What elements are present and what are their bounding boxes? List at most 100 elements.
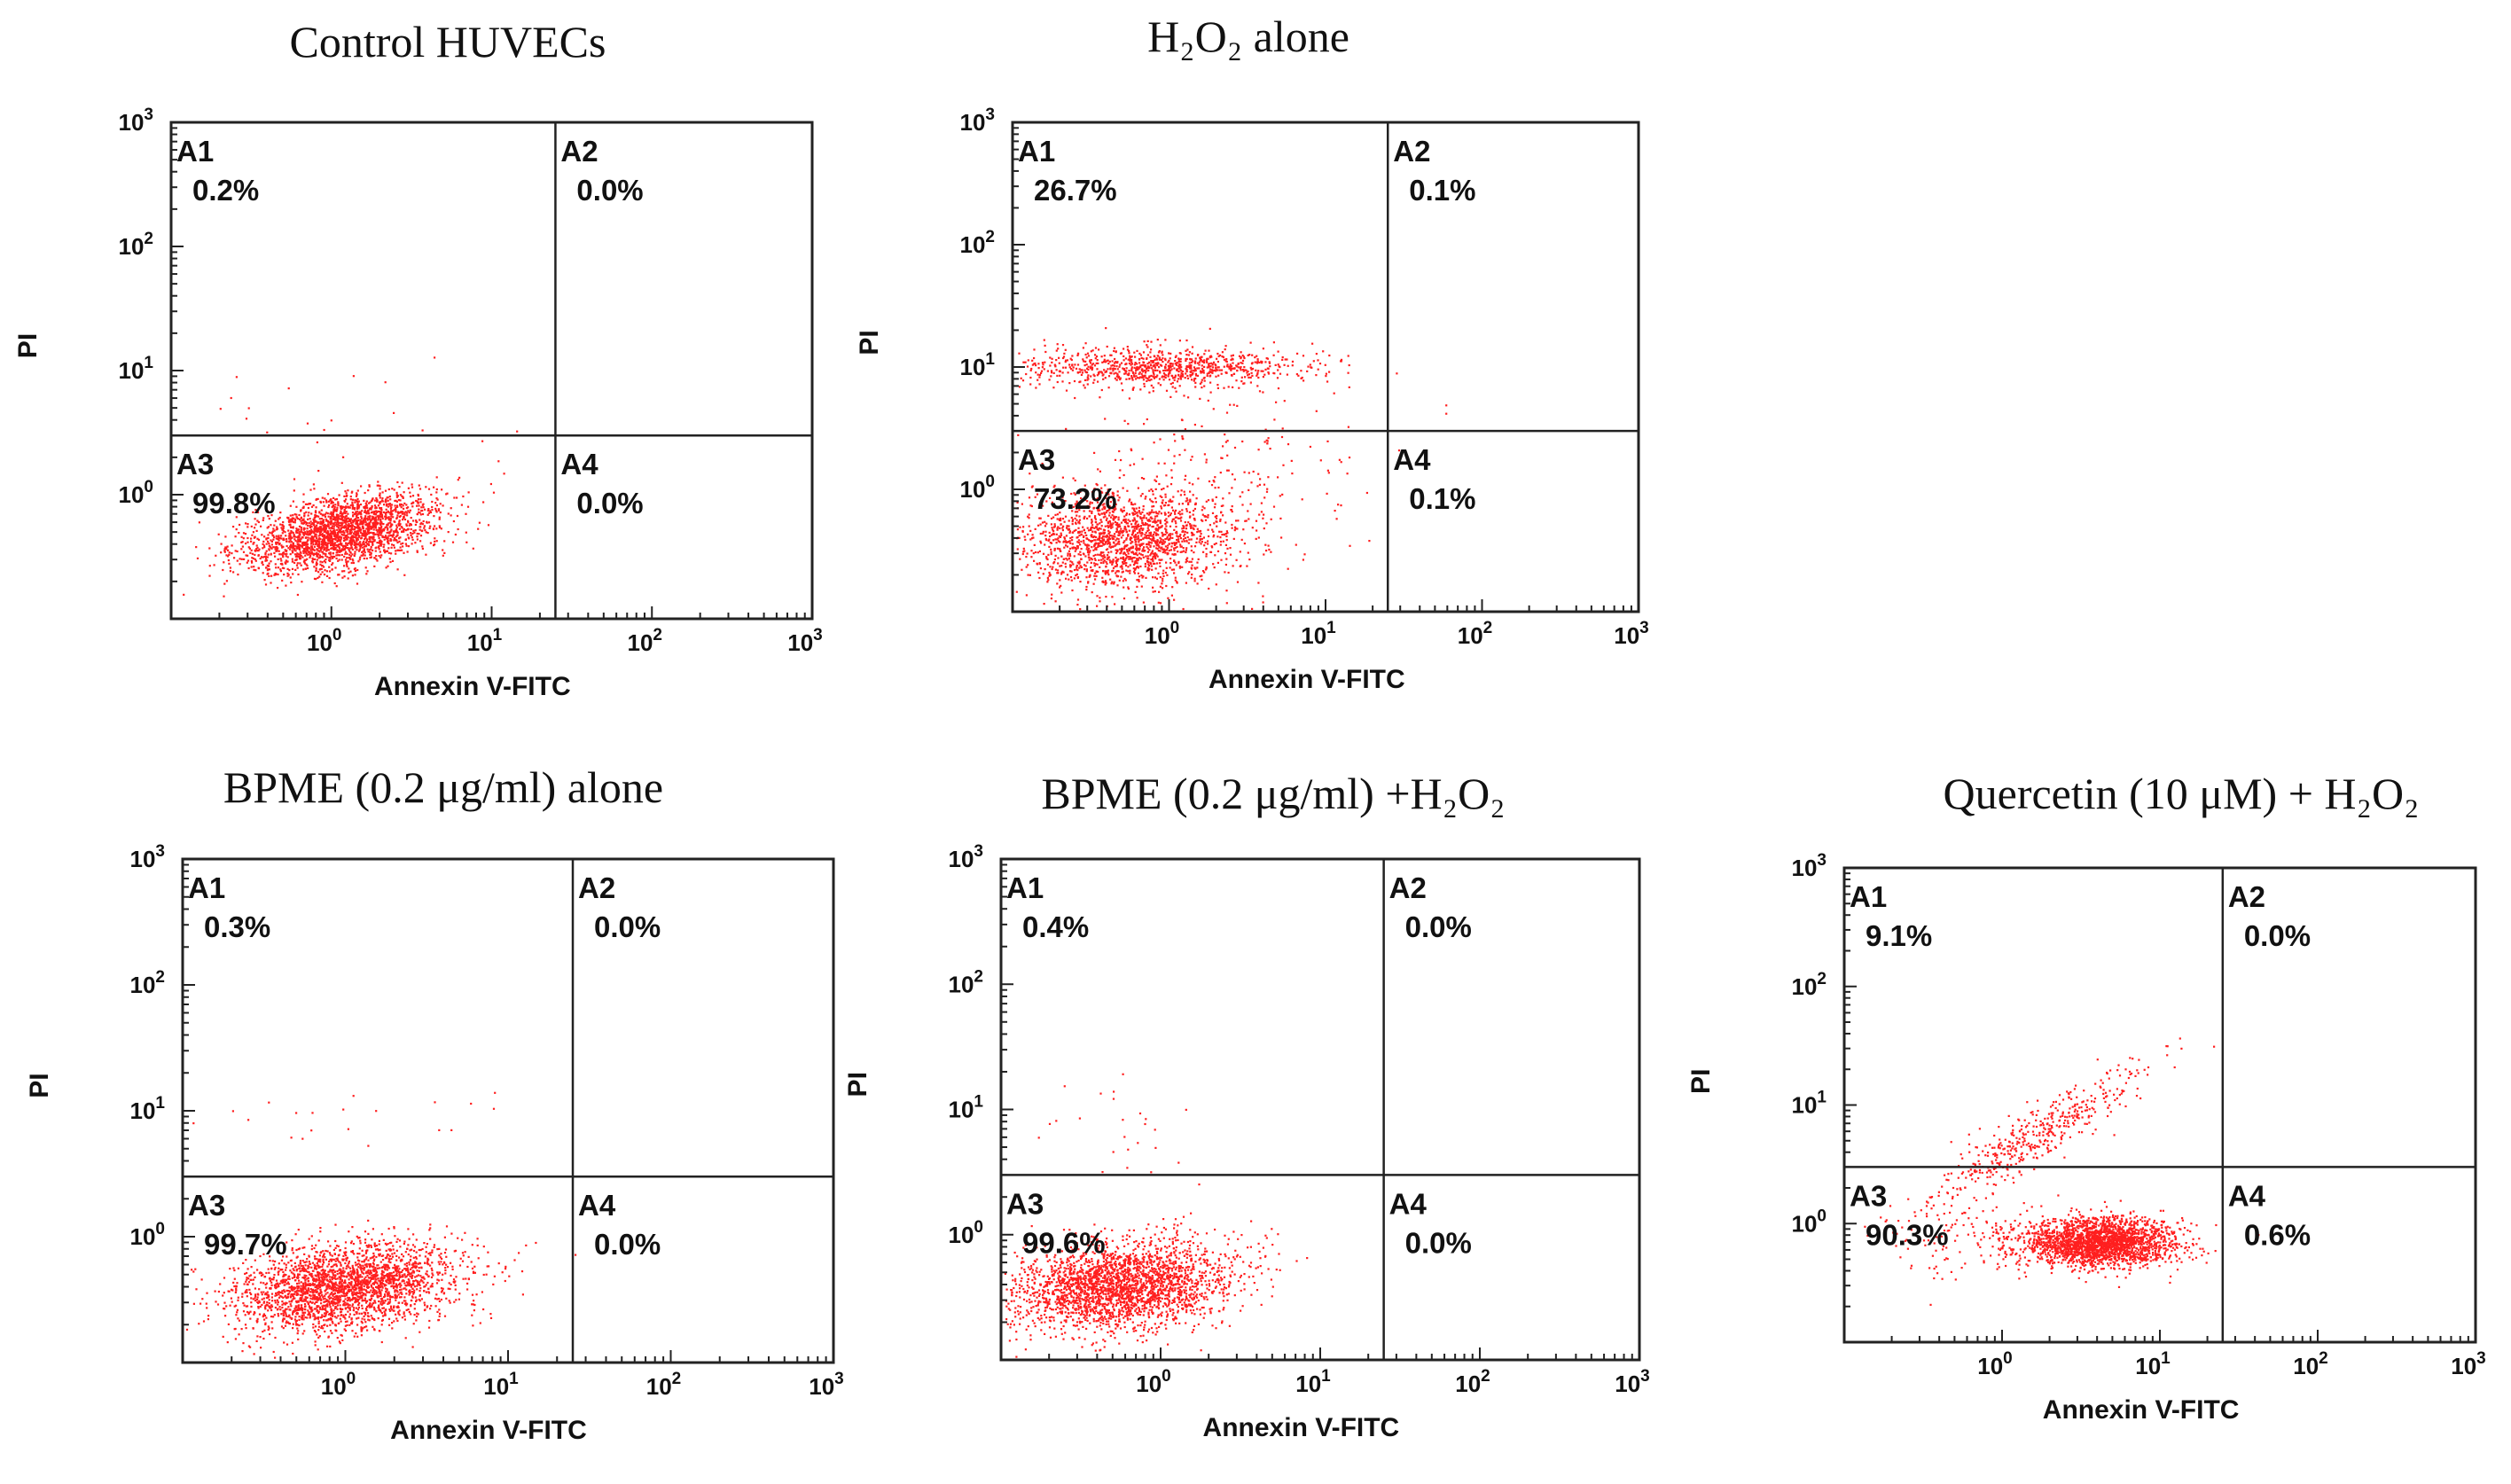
- event-dot: [1060, 572, 1063, 574]
- event-dot: [364, 523, 367, 526]
- event-dot: [267, 526, 270, 528]
- event-dot: [1227, 386, 1230, 388]
- event-dot: [1132, 552, 1136, 556]
- event-dot: [355, 495, 358, 497]
- event-dot: [1169, 558, 1172, 560]
- event-dot: [1152, 535, 1154, 538]
- event-dot: [1201, 519, 1204, 522]
- event-dot: [410, 496, 412, 498]
- event-dot: [1133, 529, 1136, 532]
- event-dot: [1107, 556, 1109, 558]
- event-dot: [368, 543, 371, 547]
- event-dot: [393, 539, 395, 542]
- event-dot: [356, 511, 359, 513]
- event-dot: [339, 551, 341, 553]
- event-dot: [1265, 550, 1268, 552]
- event-dot: [420, 521, 423, 524]
- event-dot: [1049, 566, 1052, 568]
- event-dot: [351, 528, 354, 531]
- event-dot: [1119, 548, 1122, 551]
- event-dot: [299, 551, 301, 553]
- event-dot: [1191, 379, 1193, 381]
- event-dot: [356, 492, 358, 495]
- event-dot: [368, 541, 371, 543]
- event-dot: [1242, 382, 1245, 385]
- event-dot: [1132, 567, 1135, 570]
- event-dot: [386, 511, 388, 514]
- event-dot: [1092, 554, 1095, 558]
- event-dot: [516, 430, 519, 433]
- event-dot: [327, 535, 330, 539]
- event-dot: [299, 544, 301, 547]
- event-dot: [303, 549, 306, 551]
- event-dot: [1150, 500, 1153, 503]
- event-dot: [343, 565, 346, 567]
- event-dot: [431, 509, 434, 512]
- event-dot: [255, 544, 258, 547]
- event-dot: [316, 548, 318, 551]
- event-dot: [1095, 535, 1098, 539]
- event-dot: [1256, 374, 1258, 377]
- event-dot: [1073, 492, 1076, 495]
- event-dot: [1097, 553, 1099, 556]
- event-dot: [279, 568, 282, 571]
- event-dot: [357, 550, 361, 552]
- event-dot: [1217, 374, 1220, 377]
- event-dot: [353, 535, 356, 538]
- event-dot: [1071, 369, 1074, 371]
- event-dot: [1146, 566, 1149, 569]
- event-dot: [374, 506, 377, 509]
- event-dot: [393, 536, 396, 540]
- event-dot: [1241, 362, 1244, 364]
- event-dot: [282, 545, 285, 548]
- event-dot: [267, 565, 270, 567]
- event-dot: [1146, 559, 1148, 562]
- event-dot: [1029, 473, 1031, 475]
- event-dot: [356, 513, 359, 516]
- event-dot: [345, 498, 348, 501]
- event-dot: [303, 558, 306, 561]
- event-dot: [1059, 535, 1062, 538]
- event-dot: [302, 505, 305, 508]
- event-dot: [1215, 364, 1217, 367]
- event-dot: [307, 534, 309, 536]
- event-dot: [1132, 463, 1136, 465]
- event-dot: [325, 570, 328, 573]
- event-dot: [1181, 371, 1185, 373]
- event-dot: [1178, 367, 1181, 370]
- event-dot: [394, 530, 396, 533]
- event-dot: [1093, 545, 1096, 548]
- event-dot: [1102, 506, 1105, 509]
- event-dot: [300, 516, 302, 519]
- event-dot: [1233, 367, 1236, 370]
- event-dot: [1061, 561, 1064, 564]
- event-dot: [365, 538, 369, 541]
- event-dot: [1201, 367, 1204, 370]
- event-dot: [339, 505, 342, 508]
- event-dot: [1105, 519, 1107, 521]
- event-dot: [350, 521, 353, 524]
- event-dot: [1236, 581, 1240, 583]
- event-dot: [1099, 513, 1101, 516]
- event-dot: [256, 519, 259, 522]
- event-dot: [1188, 560, 1191, 563]
- event-dot: [393, 520, 395, 523]
- event-dot: [1115, 523, 1117, 526]
- event-dot: [1045, 522, 1048, 525]
- event-dot: [1240, 538, 1243, 541]
- event-dot: [1115, 530, 1118, 534]
- event-dot: [1179, 543, 1182, 546]
- event-dot: [295, 553, 298, 557]
- event-dot: [1072, 563, 1075, 566]
- event-dot: [347, 547, 349, 550]
- event-dot: [1086, 546, 1089, 549]
- event-dot: [1042, 532, 1044, 535]
- event-dot: [1127, 358, 1130, 361]
- event-dot: [276, 526, 278, 528]
- event-dot: [332, 512, 335, 514]
- event-dot: [332, 523, 335, 526]
- event-dot: [1142, 508, 1145, 511]
- event-dot: [303, 541, 307, 543]
- event-dot: [272, 538, 275, 541]
- event-dot: [1107, 509, 1109, 512]
